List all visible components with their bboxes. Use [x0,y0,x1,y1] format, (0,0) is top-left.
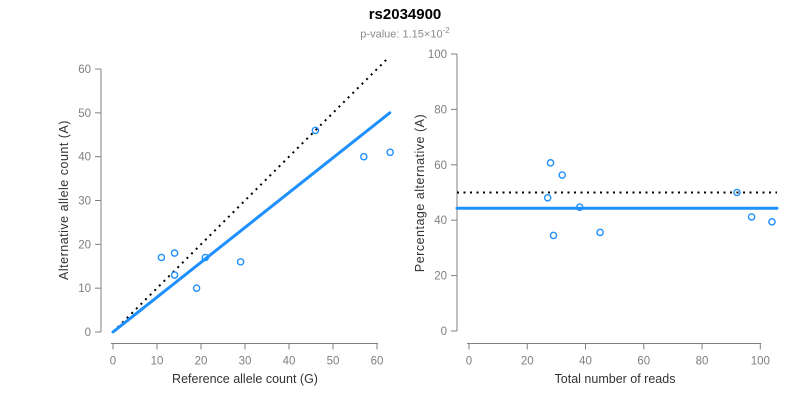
data-point [170,271,179,279]
identity-line [112,56,390,333]
x-tick-label: 20 [521,356,534,368]
x-tick-label: 20 [195,356,208,368]
data-point [170,249,179,257]
y-tick-label: 80 [434,104,447,116]
y-tick-label: 20 [434,271,447,283]
x-tick-label: 80 [696,356,709,368]
x-tick-label: 30 [239,356,252,368]
y-tick-label: 50 [78,108,91,120]
data-point [747,213,756,221]
data-point [558,171,567,179]
x-tick-label: 40 [579,356,592,368]
x-axis-label: Total number of reads [555,372,676,386]
data-point [236,258,245,266]
data-point [575,203,584,211]
y-tick-label: 100 [428,49,447,61]
x-tick-label: 10 [151,356,164,368]
pvalue-exponent: -2 [442,26,450,35]
y-tick-label: 0 [85,327,91,339]
pvalue-label: p-value: 1.15×10 [360,28,443,41]
data-point [201,253,210,262]
percentage-vs-reads-scatter: 0 20 40 60 80 100 0 20 40 60 80 100 Total number of … [413,49,779,386]
x-axis-label: Reference allele count (G) [172,372,318,386]
data-point [546,159,555,167]
y-axis-label: Alternative allele count (A) [57,120,71,280]
y-tick-label: 0 [441,326,447,338]
data-point [311,126,320,135]
y-tick-label: 40 [434,215,447,227]
x-tick-label: 40 [283,356,296,368]
data-point [359,152,368,161]
y-tick-label: 40 [78,152,91,164]
y-tick-label: 10 [78,283,91,295]
x-tick-label: 0 [466,356,472,368]
fit-line [111,111,392,334]
y-tick-label: 30 [78,196,91,208]
allele-counts-scatter: 0 10 20 30 40 50 60 0 10 20 30 40 50 60 Reference alle… [57,56,395,386]
x-tick-label: 50 [327,356,340,368]
data-point [768,218,776,226]
data-point [733,188,741,197]
data-point [549,231,558,240]
x-tick-label: 100 [751,356,770,368]
page-title: rs2034900 [368,6,442,23]
data-point [386,148,395,157]
y-axis-label: Percentage alternative (A) [413,114,427,272]
data-point [543,193,552,202]
x-tick-label: 60 [371,356,384,368]
y-tick-label: 60 [78,64,91,76]
x-tick-label: 0 [110,356,116,368]
data-point [596,228,604,237]
data-point [192,284,201,292]
data-point [157,253,166,262]
y-tick-label: 20 [78,239,91,251]
y-tick-label: 60 [434,160,447,172]
pvalue-subtitle: p-value: 1.15×10-2 [0,26,800,41]
x-tick-label: 60 [637,356,650,368]
